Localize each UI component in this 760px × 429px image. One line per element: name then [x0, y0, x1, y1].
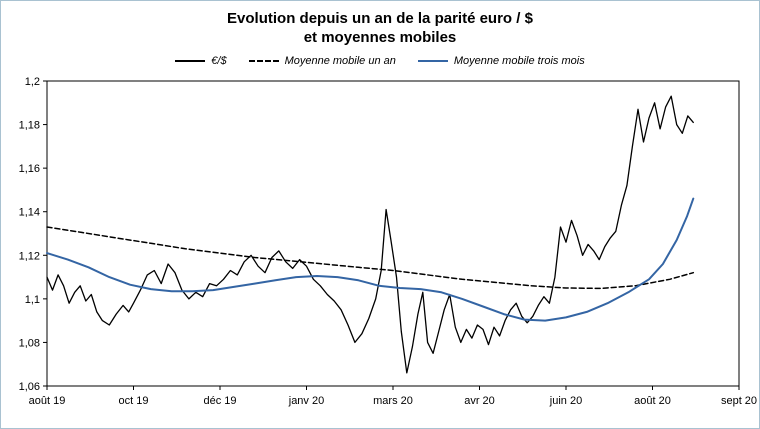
- exchange-rate-chart: 1,06 1,08 1,1 1,12 1,14 1,16 1,18 1,2 août 19 oct…: [19, 76, 757, 407]
- legend-item-2: Moyenne mobile trois mois: [417, 54, 585, 67]
- x-axis-tick-label: janv 20: [288, 395, 324, 407]
- legend-label-1: Moyenne mobile un an: [284, 54, 396, 67]
- x-axis-tick-label: août 19: [29, 395, 66, 407]
- y-axis-tick-label: 1,08: [19, 337, 40, 349]
- legend-item-0: €/$: [175, 54, 227, 67]
- x-axis-tick-label: avr 20: [464, 395, 495, 407]
- legend-label-2: Moyenne mobile trois mois: [453, 54, 585, 67]
- x-axis-tick-label: août 20: [634, 395, 671, 407]
- y-axis-tick-label: 1,18: [19, 119, 40, 131]
- chart-title: Evolution depuis un an de la parité euro…: [1, 1, 759, 48]
- series-line-0: [46, 95, 694, 374]
- y-axis-tick-label: 1,14: [19, 206, 40, 218]
- solid-line-swatch-icon: [175, 59, 206, 62]
- x-axis-tick-label: sept 20: [721, 395, 757, 407]
- x-axis-tick-label: oct 19: [119, 395, 149, 407]
- chart-area: 1,06 1,08 1,1 1,12 1,14 1,16 1,18 1,2 août 19 oct…: [1, 71, 759, 424]
- y-axis-tick-label: 1,12: [19, 250, 40, 262]
- y-axis-tick-label: 1,06: [19, 381, 40, 393]
- series-line-1: [46, 225, 695, 289]
- chart-title-line2: et moyennes mobiles: [303, 28, 457, 46]
- x-axis-tick-label: déc 19: [203, 395, 236, 407]
- x-axis-tick-label: mars 20: [373, 395, 413, 407]
- dashed-line-swatch-icon: [248, 59, 279, 62]
- series-line-2: [46, 197, 695, 322]
- chart-title-line1: Evolution depuis un an de la parité euro…: [227, 10, 533, 27]
- x-axis-tick-label: juin 20: [549, 395, 582, 407]
- y-axis-tick-label: 1,2: [25, 76, 40, 88]
- y-axis-tick-label: 1,16: [19, 163, 40, 175]
- legend-label-0: €/$: [211, 54, 227, 67]
- chart-legend: €/$ Moyenne mobile un an Moyenne mobile tr…: [1, 53, 759, 69]
- solid-line-swatch-icon: [417, 59, 448, 62]
- legend-item-1: Moyenne mobile un an: [248, 54, 396, 67]
- y-axis-tick-label: 1,1: [25, 293, 40, 305]
